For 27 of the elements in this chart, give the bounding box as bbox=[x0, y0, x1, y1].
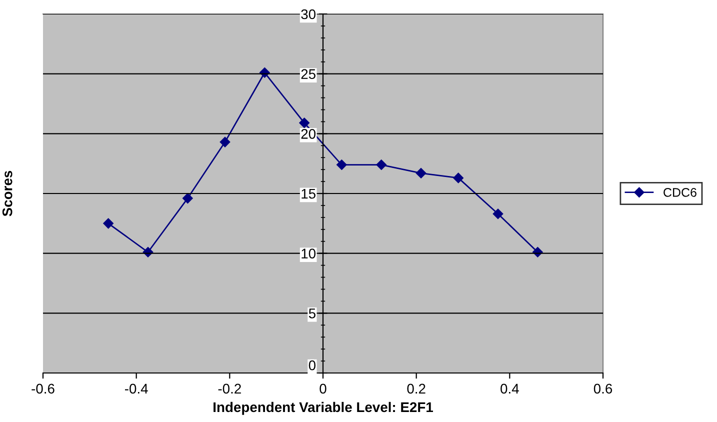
y-tick-label: 30 bbox=[301, 9, 316, 20]
y-tick-label: 20 bbox=[301, 129, 316, 139]
point bbox=[376, 160, 386, 170]
y-tick-label: 15 bbox=[302, 188, 316, 199]
y-tick-label: 5 bbox=[308, 308, 316, 318]
point bbox=[299, 118, 310, 128]
x-tick-label: 0.2 bbox=[407, 384, 426, 394]
x-tick-label: 0.6 bbox=[594, 384, 612, 394]
y-tick-label: 0 bbox=[308, 360, 316, 370]
point bbox=[453, 172, 464, 184]
x-axis-title: Independent Variable Level: E2F1 bbox=[214, 402, 433, 415]
x-tick-label: -0.2 bbox=[218, 384, 241, 394]
x-tick-label: -0.6 bbox=[32, 384, 54, 394]
y-tick-label: 10 bbox=[302, 248, 316, 259]
legend-label: CDC6 bbox=[664, 188, 696, 197]
x-tick-label: 0 bbox=[320, 384, 326, 394]
point bbox=[142, 247, 154, 258]
point bbox=[492, 208, 504, 219]
y-tick-label: 25 bbox=[301, 69, 316, 80]
point bbox=[103, 218, 114, 229]
point bbox=[182, 193, 193, 204]
x-tick-label: 0.4 bbox=[500, 384, 519, 394]
x-tick-label: -0.4 bbox=[124, 384, 148, 394]
point bbox=[336, 160, 347, 170]
y-axis-title: Scores bbox=[2, 170, 12, 216]
point bbox=[220, 136, 230, 148]
point bbox=[416, 168, 426, 178]
